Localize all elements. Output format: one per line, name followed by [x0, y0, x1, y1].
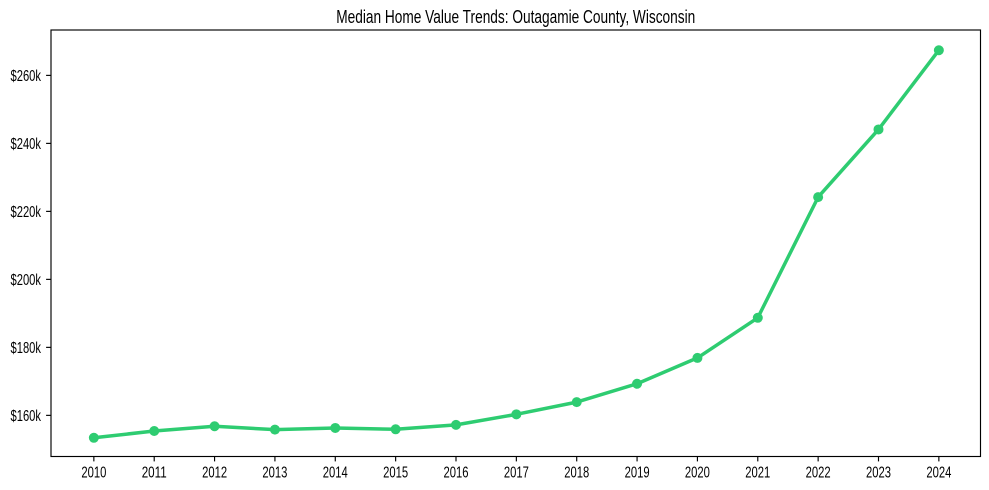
x-tick-label: 2014 [323, 464, 348, 481]
x-tick-label: 2012 [202, 464, 227, 481]
x-tick-label: 2016 [443, 464, 468, 481]
x-tick-label: 2022 [806, 464, 831, 481]
y-tick-label: $240k [11, 136, 42, 153]
y-tick-label: $160k [11, 408, 42, 425]
data-point-marker [571, 397, 582, 408]
data-point-marker [692, 352, 703, 363]
y-tick-label: $200k [11, 272, 42, 289]
data-point-marker [511, 409, 522, 420]
x-tick-label: 2011 [142, 464, 167, 481]
y-tick-label: $260k [11, 68, 42, 85]
plot-background [51, 30, 981, 457]
x-tick-label: 2023 [866, 464, 891, 481]
x-tick-label: 2018 [564, 464, 589, 481]
chart-title: Median Home Value Trends: Outagamie Coun… [336, 7, 695, 27]
data-point-marker [269, 424, 280, 435]
data-point-marker [209, 421, 220, 432]
data-point-marker [390, 424, 401, 435]
x-tick-label: 2021 [745, 464, 770, 481]
x-tick-label: 2010 [81, 464, 106, 481]
data-point-marker [933, 45, 944, 56]
data-point-marker [873, 124, 884, 135]
axes-frame [50, 29, 982, 458]
y-tick-label: $220k [11, 204, 42, 221]
data-point-marker [88, 432, 99, 443]
x-tick-label: 2017 [504, 464, 529, 481]
x-tick-label: 2015 [383, 464, 408, 481]
data-point-marker [632, 378, 643, 389]
data-point-marker [752, 312, 763, 323]
x-tick-label: 2019 [625, 464, 650, 481]
y-tick-label: $180k [11, 340, 42, 357]
x-tick-label: 2024 [926, 464, 951, 481]
data-point-marker [450, 419, 461, 430]
x-tick-label: 2013 [262, 464, 287, 481]
x-tick-label: 2020 [685, 464, 710, 481]
data-point-marker [813, 192, 824, 203]
data-point-marker [149, 426, 160, 437]
data-point-marker [330, 422, 341, 433]
